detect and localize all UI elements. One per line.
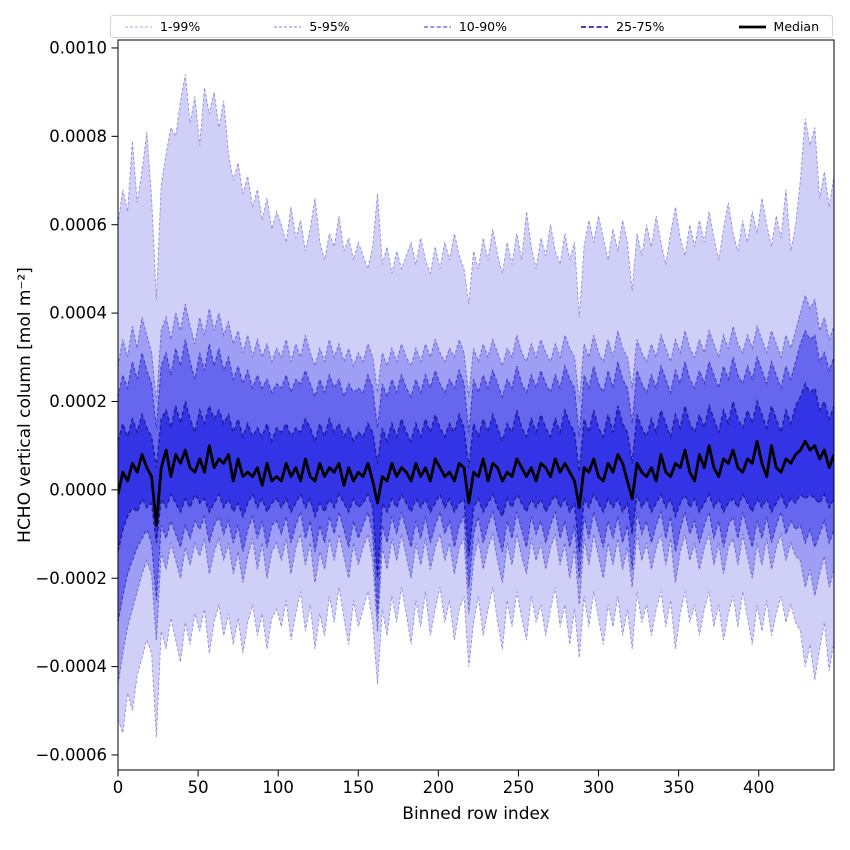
x-tick-label: 100	[262, 778, 294, 797]
percentile-line-p01	[118, 587, 834, 738]
percentile-edge-lines	[118, 74, 834, 738]
x-tick-label: 150	[343, 778, 375, 797]
percentile-line-p75	[118, 382, 834, 473]
y-tick-label: 0.0010	[49, 39, 107, 58]
x-tick-label: 200	[423, 778, 455, 797]
y-tick-label: 0.0004	[49, 304, 107, 323]
legend-entry-label: 5-95%	[309, 19, 350, 34]
percentile-line-p25	[118, 492, 834, 579]
axis-ticks: 0.0010 0.0008 0.0006 0.0004 0.0002 0.0000 −0.0…	[35, 39, 774, 797]
median-line-group	[118, 439, 834, 527]
median-line	[118, 439, 834, 527]
legend-entry-label: 1-99%	[160, 19, 201, 34]
x-tick-label: 400	[743, 778, 775, 797]
legend-line-sample	[581, 25, 609, 28]
x-tick-label: 250	[503, 778, 535, 797]
legend-line-sample	[423, 25, 451, 28]
y-tick-label: 0.0002	[49, 392, 107, 411]
y-tick-label: −0.0002	[35, 569, 107, 588]
legend-entry-label: 10-90%	[458, 19, 508, 34]
legend-line-sample	[738, 25, 766, 28]
y-axis-label: HCHO vertical column [mol m⁻²]	[15, 267, 35, 543]
percentile-line-p90	[118, 329, 834, 437]
legend-entry-label: Median	[773, 19, 819, 34]
x-tick-label: 350	[663, 778, 695, 797]
legend-line-sample	[274, 25, 302, 28]
x-axis-label: Binned row index	[402, 804, 549, 824]
plot-area	[117, 39, 835, 771]
legend-entry-label: 25-75%	[616, 19, 665, 34]
legend-entry-median: Median	[738, 19, 819, 34]
y-tick-label: 0.0006	[49, 215, 107, 234]
percentile-line-p99	[118, 74, 834, 318]
y-tick-label: −0.0004	[35, 657, 107, 676]
y-tick-label: −0.0006	[35, 746, 107, 765]
legend-entry-5-95-: 5-95%	[273, 19, 350, 34]
y-tick-label: 0.0008	[49, 127, 107, 146]
legend-entry-25-75-: 25-75%	[580, 19, 664, 34]
percentile-line-p10	[118, 509, 834, 623]
legend-entry-1-99-: 1-99%	[124, 19, 200, 34]
percentile-line-p05	[118, 532, 834, 685]
y-tick-label: 0.0000	[49, 480, 107, 499]
x-tick-label: 0	[113, 778, 124, 797]
band-25-75%	[118, 383, 834, 579]
legend: 1-99% 5-95% 10-90% 25-75% Median	[110, 15, 833, 38]
x-tick-label: 50	[188, 778, 209, 797]
legend-entry-10-90-: 10-90%	[423, 19, 507, 34]
legend-line-sample	[125, 25, 152, 28]
x-tick-label: 300	[583, 778, 615, 797]
percentile-bands	[118, 74, 834, 738]
percentile-line-p95	[118, 293, 834, 402]
